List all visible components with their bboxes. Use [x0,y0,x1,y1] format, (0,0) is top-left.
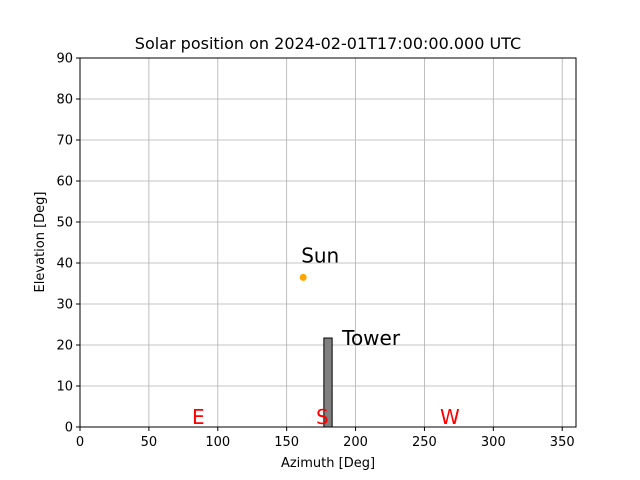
y-axis-label: Elevation [Deg] [33,192,48,293]
y-tick-label: 40 [56,257,73,272]
x-tick-label: 350 [550,435,575,450]
y-tick-label: 30 [56,298,73,313]
y-tick-label: 60 [56,175,73,190]
y-tick-label: 20 [56,339,73,354]
plot-frame [79,57,577,428]
x-tick-label: 200 [343,435,368,450]
direction-label-w: W [440,405,460,429]
plot-marks: Tower Sun E S W [192,243,460,429]
y-tick-label: 70 [56,134,73,149]
direction-label-e: E [192,405,205,429]
chart-title: Solar position on 2024-02-01T17:00:00.00… [135,34,521,53]
y-tick-label: 0 [65,421,73,436]
x-tick-label: 150 [274,435,299,450]
x-axis-label: Azimuth [Deg] [281,456,375,471]
y-tick-label: 90 [56,52,73,67]
y-tick-label: 80 [56,93,73,108]
sun-point [299,273,307,281]
axis-ticks: 0 50 100 150 200 250 300 350 0 10 20 30 40 50 60 70 80 90 [56,52,574,451]
x-tick-label: 100 [205,435,230,450]
direction-label-s: S [316,405,329,429]
y-tick-label: 50 [56,216,73,231]
sun-label: Sun [301,243,339,267]
tower-label: Tower [341,326,401,350]
x-tick-label: 0 [76,435,84,450]
x-tick-label: 50 [141,435,158,450]
y-tick-label: 10 [56,380,73,395]
x-tick-label: 300 [481,435,506,450]
x-tick-label: 250 [412,435,437,450]
